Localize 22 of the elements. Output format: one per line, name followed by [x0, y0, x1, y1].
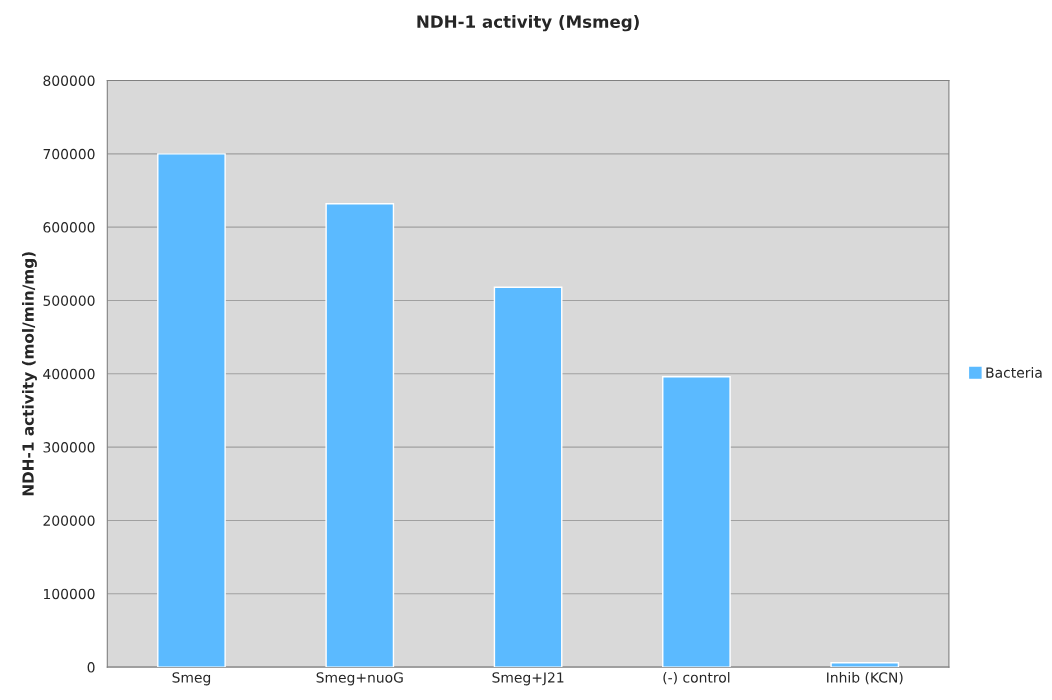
bar	[157, 153, 226, 668]
bar	[662, 376, 731, 668]
x-tick-label: Smeg	[172, 672, 211, 686]
bar	[325, 202, 395, 668]
x-tick-label: Smeg+J21	[492, 672, 564, 686]
y-tick-label: 500000	[43, 295, 95, 306]
bar	[830, 662, 900, 668]
y-tick-label: 0	[87, 662, 95, 673]
x-tick-label: Inhib (KCN)	[827, 671, 903, 685]
y-tick-label: 300000	[43, 442, 95, 453]
x-tick-label: Smeg+nuoG	[316, 672, 403, 686]
y-tick-label: 600000	[43, 222, 95, 233]
y-axis-title: NDH-1 activity (mol/min/mg)	[22, 252, 37, 496]
y-tick-label: 800000	[43, 75, 95, 86]
y-tick-label: 700000	[43, 148, 95, 160]
y-tick-label: 100000	[44, 588, 95, 600]
legend-label: Bacteria	[986, 367, 1042, 378]
y-tick-label: 200000	[43, 515, 95, 526]
bar	[493, 286, 563, 668]
x-tick-label: (-) control	[663, 671, 730, 685]
y-tick-label: 400000	[43, 368, 95, 380]
chart-title: NDH-1 activity (Msmeg)	[417, 15, 639, 32]
